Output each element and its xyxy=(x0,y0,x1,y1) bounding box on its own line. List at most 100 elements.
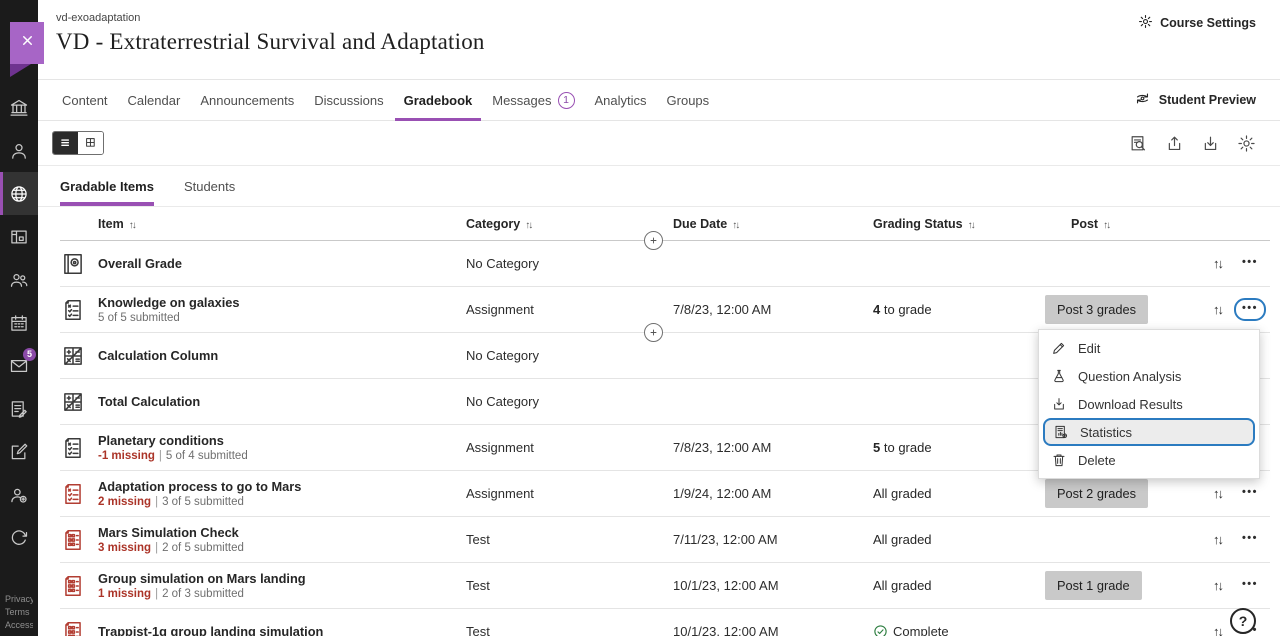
post-grades-button[interactable]: Post 3 grades xyxy=(1045,295,1148,324)
course-settings-button[interactable]: Course Settings xyxy=(1138,14,1256,32)
add-item-button[interactable] xyxy=(644,231,663,250)
profile-icon xyxy=(12,143,26,159)
tab-gradable-items[interactable]: Gradable Items xyxy=(60,179,154,206)
due-date-cell: 7/8/23, 12:00 AM xyxy=(673,302,772,317)
status-label: All graded xyxy=(873,486,932,501)
sidebar-item-institution[interactable] xyxy=(0,86,38,129)
nav-tab-analytics[interactable]: Analytics xyxy=(585,80,657,120)
column-header-post[interactable]: Post ↑↓ xyxy=(1045,217,1205,231)
table-row: Mars Simulation Check 3 missing | 2 of 5 su… xyxy=(60,517,1270,563)
sidebar-item-grades[interactable] xyxy=(0,387,38,430)
settings-button[interactable] xyxy=(1237,134,1256,153)
nav-tab-content[interactable]: Content xyxy=(52,80,118,120)
student-preview-button[interactable]: Student Preview xyxy=(1134,90,1256,110)
nav-tab-gradebook[interactable]: Gradebook xyxy=(394,80,483,121)
sidebar-item-roster[interactable] xyxy=(0,473,38,516)
menu-item-delete[interactable]: Delete xyxy=(1039,446,1259,474)
sidebar-item-sign-out[interactable] xyxy=(0,516,38,559)
menu-item-statistics[interactable]: Statistics xyxy=(1043,418,1255,446)
close-course-ribbon[interactable] xyxy=(10,22,44,64)
item-title-link[interactable]: Adaptation process to go to Mars xyxy=(98,479,302,494)
reorder-icon[interactable]: ↑↓ xyxy=(1212,302,1224,317)
sidebar-footer-link[interactable]: Terms xyxy=(5,607,30,617)
sidebar-item-activity-stream[interactable] xyxy=(0,215,38,258)
sidebar-footer-link[interactable]: Privacy xyxy=(5,594,33,604)
sidebar-item-profile[interactable] xyxy=(0,129,38,172)
courses-globe-icon xyxy=(11,185,27,202)
nav-tab-label: Groups xyxy=(666,92,710,108)
tab-students[interactable]: Students xyxy=(183,179,236,194)
item-title-link[interactable]: Knowledge on galaxies xyxy=(98,295,240,310)
more-options-button[interactable]: ••• xyxy=(1241,532,1258,544)
reorder-icon[interactable]: ↑↓ xyxy=(1212,486,1224,501)
settings-icon xyxy=(1139,15,1153,28)
post-grades-button[interactable]: Post 2 grades xyxy=(1045,479,1148,508)
list-view-toggle[interactable] xyxy=(53,132,78,154)
sidebar-item-compose[interactable] xyxy=(0,430,38,473)
menu-item-download-results[interactable]: Download Results xyxy=(1039,390,1259,418)
sidebar-item-calendar[interactable] xyxy=(0,301,38,344)
grid-view-toggle[interactable] xyxy=(78,132,103,154)
gradable-items-table: Item ↑↓ Category ↑↓ Due Date ↑↓ Grading Status… xyxy=(60,207,1270,636)
reorder-icon[interactable]: ↑↓ xyxy=(1212,256,1224,271)
more-options-button[interactable]: ••• xyxy=(1241,256,1258,268)
table-row: Group simulation on Mars landing 1 missin… xyxy=(60,563,1270,609)
menu-item-edit[interactable]: Edit xyxy=(1039,334,1259,362)
more-options-button[interactable]: ••• xyxy=(1241,486,1258,498)
item-title-link[interactable]: Trappist-1g group landing simulation xyxy=(98,624,324,636)
due-date-cell: 7/11/23, 12:00 AM xyxy=(673,532,778,547)
nav-tab-discussions[interactable]: Discussions xyxy=(304,80,393,120)
item-title-link[interactable]: Group simulation on Mars landing xyxy=(98,571,306,586)
column-header-item[interactable]: Item ↑↓ xyxy=(98,217,466,231)
add-item-button[interactable] xyxy=(644,323,663,342)
due-date-cell: 1/9/24, 12:00 AM xyxy=(673,486,772,501)
reorder-icon[interactable]: ↑↓ xyxy=(1212,624,1224,636)
column-header-grading-status[interactable]: Grading Status ↑↓ xyxy=(873,217,1045,231)
nav-tab-messages[interactable]: Messages 1 xyxy=(482,80,584,120)
more-options-button[interactable]: ••• xyxy=(1233,298,1266,321)
grading-status-cell: Complete xyxy=(873,624,1045,636)
sidebar-footer-link[interactable]: Accessibility xyxy=(5,620,33,630)
reorder-icon[interactable]: ↑↓ xyxy=(1212,578,1224,593)
post-grades-button[interactable]: Post 1 grade xyxy=(1045,571,1142,600)
overall-grade-icon xyxy=(64,253,82,274)
item-title-link[interactable]: Mars Simulation Check xyxy=(98,525,239,540)
item-title-link[interactable]: Total Calculation xyxy=(98,394,201,409)
search-results-button[interactable] xyxy=(1129,134,1148,153)
row-actions-cell: ↑↓ ••• xyxy=(1205,574,1270,597)
messages-count-badge: 1 xyxy=(557,91,575,109)
menu-item-label: Delete xyxy=(1078,452,1116,468)
more-options-button[interactable]: ••• xyxy=(1241,578,1258,590)
edit-icon xyxy=(1053,342,1065,354)
upload-button[interactable] xyxy=(1165,134,1184,153)
menu-item-label: Download Results xyxy=(1078,396,1183,412)
plus-glyph xyxy=(650,329,657,336)
roster-icon xyxy=(11,488,27,503)
reorder-icon[interactable]: ↑↓ xyxy=(1212,532,1224,547)
student-preview-icon xyxy=(1134,90,1151,110)
item-title-link[interactable]: Planetary conditions xyxy=(98,433,224,448)
nav-tab-groups[interactable]: Groups xyxy=(657,80,720,120)
column-header-due-date[interactable]: Due Date ↑↓ xyxy=(673,217,873,231)
category-cell: Assignment xyxy=(466,486,534,501)
menu-item-question-analysis[interactable]: Question Analysis xyxy=(1039,362,1259,390)
column-header-category[interactable]: Category ↑↓ xyxy=(466,217,673,231)
item-cell: Knowledge on galaxies 5 of 5 submitted xyxy=(98,295,466,324)
page-title: VD - Extraterrestrial Survival and Adapt… xyxy=(56,29,485,54)
item-cell: Mars Simulation Check 3 missing | 2 of 5 su… xyxy=(98,525,466,554)
calendar-icon xyxy=(11,314,27,331)
item-title-link[interactable]: Overall Grade xyxy=(98,256,182,271)
sidebar-item-messages[interactable]: 5 xyxy=(0,344,38,387)
sort-icon: ↑↓ xyxy=(732,219,740,231)
help-button[interactable]: ? xyxy=(1230,608,1256,634)
download-button[interactable] xyxy=(1201,134,1220,153)
nav-tab-announcements[interactable]: Announcements xyxy=(190,80,304,120)
sidebar-item-courses-globe[interactable] xyxy=(0,172,38,215)
item-title-link[interactable]: Calculation Column xyxy=(98,348,219,363)
nav-tab-list: Content Calendar Announcements Discussions G… xyxy=(52,80,720,121)
activity-stream-icon xyxy=(11,230,27,243)
nav-tab-calendar[interactable]: Calendar xyxy=(118,80,191,120)
sidebar-item-organizations[interactable] xyxy=(0,258,38,301)
item-type-cell xyxy=(60,481,98,507)
